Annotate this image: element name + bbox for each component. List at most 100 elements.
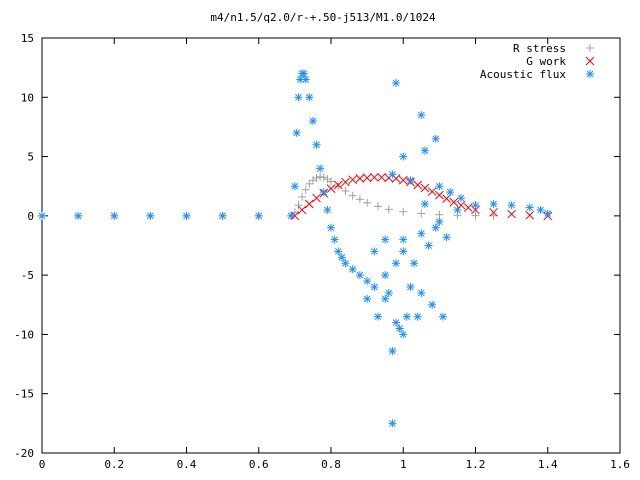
y-tick-label: -20 [14, 447, 34, 460]
data-point [388, 419, 397, 428]
data-point [326, 184, 336, 193]
data-point [333, 180, 343, 190]
data-point [536, 205, 545, 214]
legend-marker [585, 56, 595, 66]
data-point [388, 347, 397, 356]
data-point [489, 200, 498, 208]
data-point [301, 185, 310, 194]
data-point [290, 208, 299, 217]
data-point [301, 75, 310, 84]
data-point [287, 211, 296, 220]
legend-label: G work [526, 55, 566, 68]
data-point [348, 191, 357, 200]
data-point [442, 233, 451, 242]
data-point [449, 197, 459, 207]
data-point [399, 247, 408, 256]
data-point [182, 211, 191, 220]
data-point [417, 288, 426, 297]
data-point [413, 312, 422, 321]
data-point [355, 195, 364, 204]
data-point [406, 176, 415, 185]
data-point [381, 235, 390, 244]
data-point [435, 190, 444, 200]
y-tick-label: 5 [27, 151, 34, 164]
y-tick-label: 15 [21, 32, 34, 45]
data-point [381, 271, 390, 280]
data-point [453, 205, 462, 214]
data-point [463, 203, 473, 212]
data-point [384, 288, 393, 297]
data-point [446, 188, 455, 197]
data-point [355, 174, 365, 183]
data-point [254, 211, 263, 220]
data-point [435, 217, 444, 226]
data-point [507, 201, 516, 210]
data-point [399, 330, 408, 339]
y-tick-label: -5 [21, 269, 34, 282]
chart-title: m4/n1.5/q2.0/r-+.50-j513/M1.0/1024 [210, 11, 436, 24]
data-point [341, 259, 350, 268]
y-tick-label: -10 [14, 328, 34, 341]
data-point [341, 177, 350, 187]
data-point [435, 210, 444, 219]
data-point [428, 300, 437, 309]
data-point [74, 211, 83, 220]
data-point [297, 205, 307, 215]
data-point [543, 209, 552, 218]
data-point [395, 324, 404, 333]
legend-label: R stress [513, 42, 566, 55]
data-point [373, 312, 382, 321]
data-point [525, 210, 535, 220]
data-point [427, 187, 437, 196]
data-point [363, 277, 372, 286]
data-point [399, 152, 408, 161]
data-point [348, 175, 358, 185]
data-point [410, 259, 419, 268]
data-point [442, 194, 451, 204]
data-point [431, 223, 440, 232]
x-tick-label: 0.6 [249, 458, 269, 471]
data-point [337, 253, 346, 262]
series-layer [38, 69, 553, 428]
data-point [312, 140, 321, 149]
data-point [316, 164, 325, 173]
data-point [348, 265, 357, 274]
data-point [392, 318, 401, 327]
data-point [399, 235, 408, 244]
data-point [417, 111, 426, 120]
x-tick-label: 1.6 [610, 458, 630, 471]
data-point [377, 172, 386, 182]
y-tick-label: 0 [27, 210, 34, 223]
data-point [319, 188, 328, 197]
x-axis-ticks: 0 0.2 0.4 0.6 0.8 1 1.2 1.4 1.6 [39, 38, 630, 471]
x-tick-label: 1.4 [538, 458, 558, 471]
data-point [381, 294, 390, 303]
series-g-work [290, 172, 553, 221]
data-point [334, 182, 343, 191]
data-point [341, 186, 350, 195]
data-point [417, 229, 426, 238]
data-point [413, 180, 423, 190]
data-point [525, 203, 534, 212]
data-point [420, 146, 429, 155]
data-point [417, 209, 426, 218]
legend-marker [586, 70, 594, 78]
data-point [369, 172, 379, 182]
data-point [110, 211, 119, 220]
legend-label: Acoustic flux [480, 68, 566, 81]
x-tick-label: 0.2 [104, 458, 124, 471]
data-point [402, 312, 411, 321]
data-point [312, 173, 321, 182]
data-point [327, 177, 335, 186]
data-point [424, 241, 433, 250]
data-point [489, 211, 498, 220]
data-point [304, 199, 314, 209]
series-acoustic-flux [38, 69, 552, 428]
data-point [399, 207, 408, 216]
data-point [146, 211, 155, 220]
legend-marker [586, 44, 594, 52]
data-point [406, 283, 415, 291]
data-point [290, 182, 299, 191]
data-point [388, 170, 397, 179]
